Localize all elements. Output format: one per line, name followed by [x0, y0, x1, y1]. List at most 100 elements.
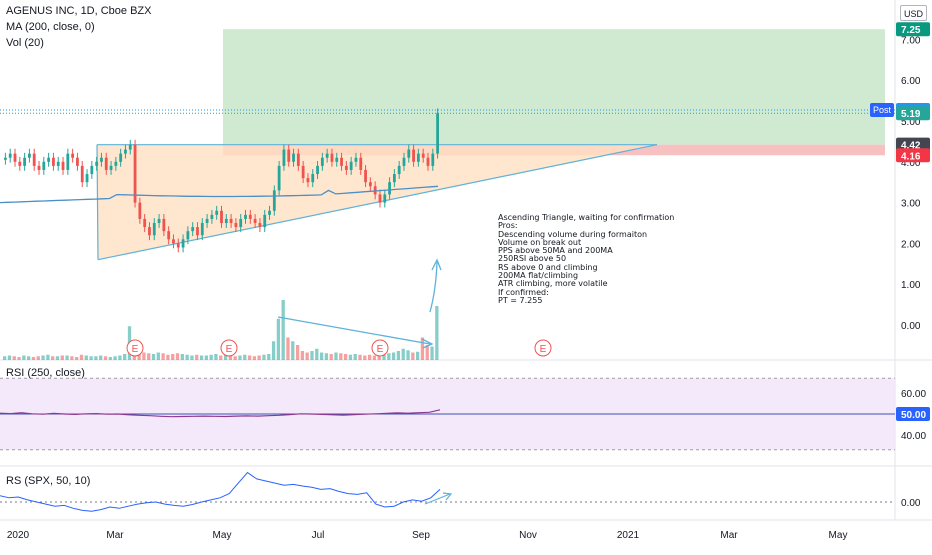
candle-body[interactable] [200, 223, 204, 236]
candle-body[interactable] [263, 214, 267, 228]
candle-body[interactable] [258, 223, 262, 228]
candle-body[interactable] [162, 218, 166, 232]
candle-body[interactable] [32, 153, 36, 166]
candle-body[interactable] [196, 227, 199, 236]
candle-body[interactable] [157, 218, 161, 223]
candle-body[interactable] [4, 157, 7, 160]
candle-body[interactable] [292, 153, 295, 162]
candle-body[interactable] [416, 153, 420, 162]
candle-body[interactable] [364, 169, 367, 183]
rsi-line[interactable] [0, 409, 441, 418]
candle-body[interactable] [287, 149, 291, 162]
candle-body[interactable] [114, 161, 118, 166]
candle-body[interactable] [13, 153, 17, 162]
currency-button[interactable]: USD [900, 5, 927, 21]
candle-body[interactable] [23, 157, 27, 166]
candle-body[interactable] [28, 153, 31, 158]
candle-body[interactable] [431, 153, 435, 166]
candle-body[interactable] [349, 161, 353, 170]
candle-body[interactable] [354, 157, 358, 162]
candle-body[interactable] [85, 174, 89, 183]
candle-body[interactable] [8, 153, 12, 158]
candle-body[interactable] [220, 210, 223, 223]
candle-body[interactable] [124, 149, 127, 154]
candle-body[interactable] [95, 161, 99, 166]
candle-body[interactable] [311, 174, 315, 183]
candle-body[interactable] [47, 157, 51, 162]
candle-body[interactable] [344, 165, 348, 170]
candle-body[interactable] [239, 218, 243, 228]
support-line[interactable] [97, 144, 658, 261]
candle-body[interactable] [378, 194, 382, 203]
rs-trend-arrow[interactable] [424, 493, 451, 505]
candle-body[interactable] [421, 153, 425, 158]
candle-body[interactable] [181, 239, 185, 248]
candle-body[interactable] [244, 214, 247, 219]
candle-body[interactable] [109, 165, 113, 170]
candle-body[interactable] [272, 190, 276, 211]
candle-body[interactable] [234, 223, 238, 228]
candle-body[interactable] [143, 218, 147, 228]
candle-body[interactable] [392, 174, 396, 183]
candle-body[interactable] [152, 223, 156, 236]
candle-body[interactable] [248, 214, 252, 219]
candle-body[interactable] [359, 157, 363, 170]
candle-body[interactable] [133, 144, 137, 203]
candle-body[interactable] [56, 161, 60, 166]
rs-line[interactable] [0, 471, 441, 512]
candle-body[interactable] [37, 165, 41, 170]
candle-body[interactable] [268, 210, 271, 215]
candle-body[interactable] [229, 218, 233, 223]
candle-body[interactable] [71, 153, 75, 158]
candle-body[interactable] [205, 218, 209, 223]
candle-body[interactable] [402, 157, 406, 166]
candle-body[interactable] [42, 161, 46, 170]
candle-body[interactable] [277, 165, 281, 191]
earnings-marker-icon[interactable] [220, 339, 238, 357]
candle-body[interactable] [186, 231, 190, 240]
candle-body[interactable] [191, 227, 195, 232]
candle-body[interactable] [335, 157, 339, 162]
candle-body[interactable] [66, 153, 70, 170]
candle-body[interactable] [330, 153, 334, 162]
candle-body[interactable] [172, 239, 175, 244]
candle-body[interactable] [100, 157, 103, 162]
candle-body[interactable] [301, 165, 305, 179]
candle-body[interactable] [368, 182, 372, 187]
candle-body[interactable] [224, 218, 228, 223]
earnings-marker-icon[interactable] [371, 339, 389, 357]
candle-body[interactable] [426, 157, 430, 166]
moving-average-line[interactable] [0, 185, 439, 204]
candle-body[interactable] [388, 182, 391, 195]
candle-body[interactable] [80, 165, 84, 183]
candle-body[interactable] [210, 214, 214, 219]
candle-body[interactable] [253, 218, 257, 223]
candle-body[interactable] [340, 157, 343, 166]
candle-body[interactable] [306, 178, 310, 183]
candle-body[interactable] [18, 161, 22, 166]
candle-body[interactable] [167, 231, 171, 240]
candle-body[interactable] [407, 149, 411, 158]
candle-body[interactable] [397, 165, 401, 175]
candle-body[interactable] [325, 153, 329, 158]
annotation-note[interactable]: Ascending Triangle, waiting for confirma… [498, 213, 675, 305]
candle-body[interactable] [282, 149, 286, 166]
candle-body[interactable] [61, 161, 65, 170]
candle-body[interactable] [128, 144, 132, 150]
candle-body[interactable] [316, 165, 319, 175]
candle-body[interactable] [320, 157, 324, 166]
breakout-arrow[interactable] [429, 261, 438, 313]
candle-body[interactable] [215, 210, 219, 215]
candle-body[interactable] [176, 243, 180, 248]
candle-body[interactable] [104, 157, 108, 170]
candle-body[interactable] [296, 153, 300, 166]
target-zone[interactable] [223, 29, 885, 145]
candle-body[interactable] [119, 153, 123, 162]
candle-body[interactable] [148, 227, 151, 236]
candle-body[interactable] [412, 149, 415, 162]
candle-body[interactable] [52, 157, 55, 166]
candle-body[interactable] [90, 165, 94, 175]
candle-body[interactable] [436, 113, 439, 154]
earnings-marker-icon[interactable] [126, 339, 144, 357]
